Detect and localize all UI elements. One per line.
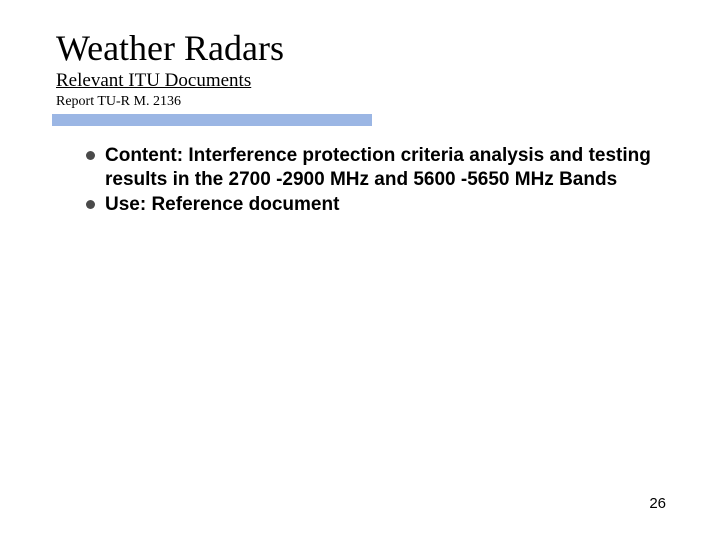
bullet-list: Content: Interference protection criteri… [56,144,664,217]
accent-bar [52,114,372,126]
page-number: 26 [649,495,666,512]
list-item: Use: Reference document [86,193,664,217]
slide: Weather Radars Relevant ITU Documents Re… [0,0,720,540]
bullet-text: Content: Interference protection criteri… [105,144,664,192]
page-title: Weather Radars [56,30,664,68]
bullet-icon [86,151,95,160]
bullet-text: Use: Reference document [105,193,339,217]
bullet-icon [86,200,95,209]
list-item: Content: Interference protection criteri… [86,144,664,192]
subtitle: Relevant ITU Documents [56,70,664,92]
doc-reference: Report TU-R M. 2136 [56,94,664,110]
